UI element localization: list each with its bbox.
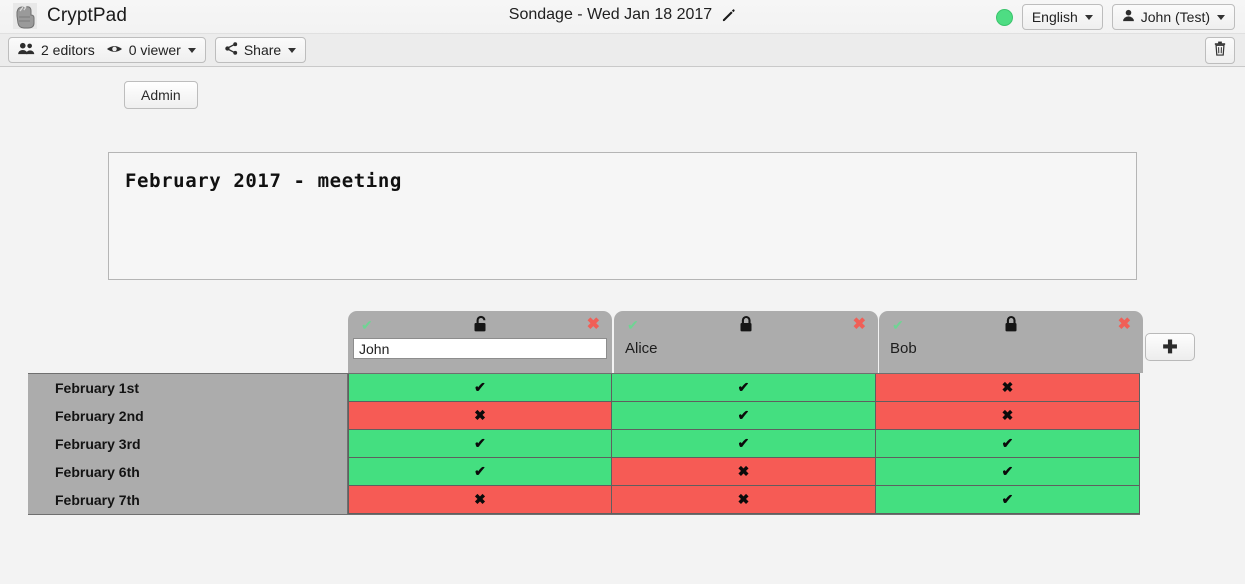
poll-cell-yes[interactable]: ✔	[612, 430, 876, 458]
toolbar-secondary-left: 2 editors 0 viewer	[8, 37, 307, 63]
raised-fist-logo-icon	[12, 2, 38, 30]
poll-cell-no[interactable]: ✖	[612, 486, 876, 514]
check-icon[interactable]: ✔	[892, 317, 904, 333]
column-name-input-john[interactable]	[353, 338, 607, 359]
column-name-label-alice: Alice	[625, 340, 658, 357]
poll-cell-yes[interactable]: ✔	[876, 430, 1140, 458]
column-controls: ✔ ✖	[614, 311, 878, 338]
add-column-button[interactable]: ✚	[1145, 333, 1195, 361]
page-body: Admin February 2017 - meeting ✔ ✖	[0, 67, 1245, 584]
top-toolbar: CryptPad Sondage - Wed Jan 18 2017 Engli…	[0, 0, 1245, 67]
check-icon[interactable]: ✔	[627, 317, 639, 333]
trash-icon	[1213, 41, 1227, 60]
users-icon	[18, 41, 35, 59]
editors-count-label: 2 editors	[41, 42, 95, 58]
toolbar-right-group: English John (Test)	[995, 4, 1235, 30]
table-row: February 1st ✔ ✔ ✖	[28, 374, 1140, 402]
poll-cell-yes[interactable]: ✔	[876, 486, 1140, 514]
poll-cell-no[interactable]: ✖	[348, 486, 612, 514]
check-icon[interactable]: ✔	[361, 317, 373, 333]
connection-status-indicator	[995, 8, 1013, 26]
poll-column-headers: ✔ ✖ ✔	[348, 311, 1144, 373]
language-label: English	[1031, 9, 1078, 25]
table-row: February 3rd ✔ ✔ ✔	[28, 430, 1140, 458]
delete-button[interactable]	[1205, 37, 1235, 64]
editors-viewers-button[interactable]: 2 editors 0 viewer	[8, 37, 206, 63]
poll-cell-yes[interactable]: ✔	[348, 374, 612, 402]
user-menu-button[interactable]: John (Test)	[1111, 4, 1235, 30]
poll-description-box[interactable]: February 2017 - meeting	[108, 152, 1137, 280]
chevron-down-icon	[187, 47, 196, 53]
poll-cell-no[interactable]: ✖	[876, 402, 1140, 430]
column-controls: ✔ ✖	[879, 311, 1143, 338]
document-title-area: Sondage - Wed Jan 18 2017	[0, 6, 1245, 24]
chevron-down-icon	[288, 47, 297, 53]
remove-column-icon[interactable]: ✖	[1117, 316, 1131, 333]
column-controls: ✔ ✖	[348, 311, 612, 338]
column-name-label-bob: Bob	[890, 340, 917, 357]
chevron-down-icon	[1084, 14, 1093, 20]
poll-row-label: February 1st	[28, 374, 348, 402]
remove-column-icon[interactable]: ✖	[586, 316, 600, 333]
eye-icon	[106, 41, 123, 59]
poll-row-label: February 3rd	[28, 430, 348, 458]
lock-icon[interactable]	[1002, 315, 1020, 338]
toolbar-row-secondary: 2 editors 0 viewer	[0, 33, 1245, 66]
table-row: February 7th ✖ ✖ ✔	[28, 486, 1140, 514]
unlock-icon[interactable]	[471, 315, 489, 338]
lock-icon[interactable]	[737, 315, 755, 338]
share-label: Share	[243, 42, 282, 58]
toolbar-row-primary: CryptPad Sondage - Wed Jan 18 2017 Engli…	[0, 0, 1245, 33]
poll-description-text: February 2017 - meeting	[125, 170, 402, 192]
share-button[interactable]: Share	[214, 37, 307, 63]
app-brand: CryptPad	[12, 2, 127, 30]
app-name: CryptPad	[47, 5, 128, 26]
remove-column-icon[interactable]: ✖	[852, 316, 866, 333]
poll-cell-no[interactable]: ✖	[348, 402, 612, 430]
plus-icon: ✚	[1162, 337, 1178, 357]
poll-cell-no[interactable]: ✖	[876, 374, 1140, 402]
table-row: February 2nd ✖ ✔ ✖	[28, 402, 1140, 430]
poll-cell-yes[interactable]: ✔	[876, 458, 1140, 486]
user-icon	[1122, 8, 1135, 26]
table-row: February 6th ✔ ✖ ✔	[28, 458, 1140, 486]
poll-cell-yes[interactable]: ✔	[612, 402, 876, 430]
user-name-label: John (Test)	[1140, 9, 1210, 25]
poll-column-header-alice: ✔ ✖ Alice	[614, 311, 878, 373]
pencil-icon[interactable]	[721, 8, 736, 23]
poll-column-header-john: ✔ ✖	[348, 311, 612, 373]
poll-row-label: February 6th	[28, 458, 348, 486]
poll-grid: February 1st ✔ ✔ ✖ February 2nd ✖ ✔ ✖ February 3…	[28, 373, 1140, 515]
poll-row-label: February 7th	[28, 486, 348, 514]
share-nodes-icon	[225, 41, 238, 59]
poll-row-label: February 2nd	[28, 402, 348, 430]
chevron-down-icon	[1217, 14, 1225, 20]
poll-cell-no[interactable]: ✖	[612, 458, 876, 486]
poll-cell-yes[interactable]: ✔	[348, 458, 612, 486]
language-selector[interactable]: English	[1021, 4, 1103, 30]
admin-button[interactable]: Admin	[124, 81, 198, 109]
poll-cell-yes[interactable]: ✔	[348, 430, 612, 458]
page-title: Sondage - Wed Jan 18 2017	[508, 6, 713, 23]
viewers-count-label: 0 viewer	[128, 42, 181, 58]
poll-column-header-bob: ✔ ✖ Bob	[879, 311, 1143, 373]
poll-cell-yes[interactable]: ✔	[612, 374, 876, 402]
